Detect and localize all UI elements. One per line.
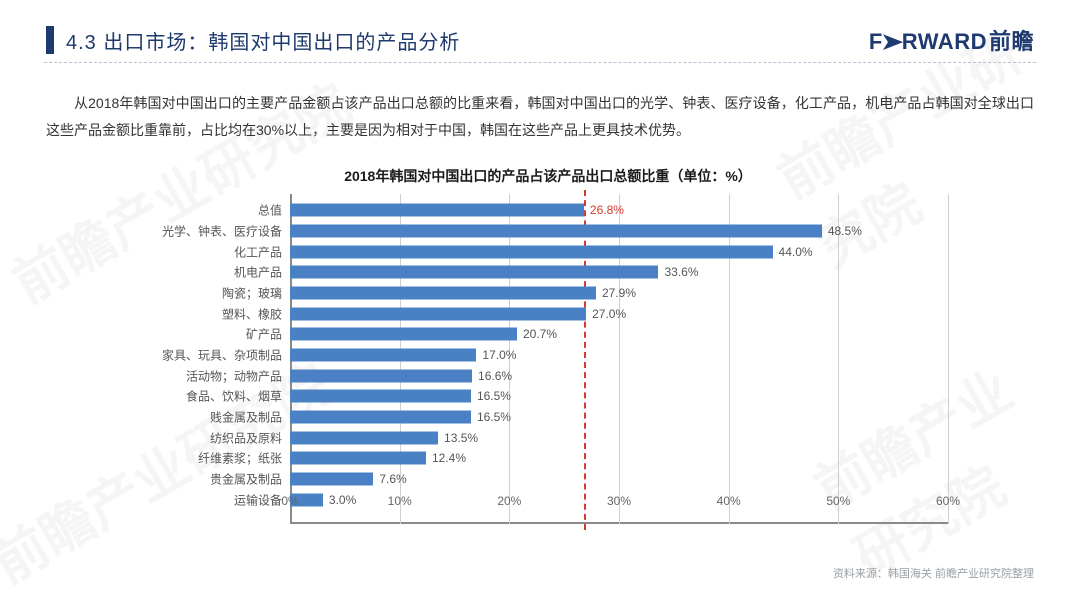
bar-value-label: 20.7% — [523, 327, 557, 341]
chart-bar — [290, 390, 471, 403]
bar-value-label: 12.4% — [432, 451, 466, 465]
page-title: 4.3 出口市场：韩国对中国出口的产品分析 — [66, 26, 460, 55]
chart-bar — [290, 472, 373, 485]
chart-bar — [290, 307, 586, 320]
bar-value-label: 27.0% — [592, 307, 626, 321]
category-label: 光学、钟表、医疗设备 — [162, 222, 282, 239]
body-paragraph: 从2018年韩国对中国出口的主要产品金额占该产品出口总额的比重来看，韩国对中国出… — [46, 90, 1034, 145]
x-tick-label: 20% — [497, 494, 521, 508]
x-tick-label: 10% — [388, 494, 412, 508]
category-label: 食品、饮料、烟草 — [186, 388, 282, 405]
category-label: 矿产品 — [246, 326, 282, 343]
category-label: 家具、玩具、杂项制品 — [162, 346, 282, 363]
bar-value-label: 33.6% — [664, 265, 698, 279]
bar-value-label: 26.8% — [590, 203, 624, 217]
source-citation: 资料来源：韩国海关 前瞻产业研究院整理 — [833, 565, 1034, 581]
x-tick-label: 60% — [936, 494, 960, 508]
x-tick-label: 0% — [281, 494, 298, 508]
bar-value-label: 17.0% — [482, 348, 516, 362]
logo-arrow-icon: ➤ — [881, 29, 904, 55]
chart-gridline — [838, 194, 839, 524]
chart-bar — [290, 431, 438, 444]
category-label: 陶瓷；玻璃 — [222, 284, 282, 301]
category-label: 纤维素浆；纸张 — [198, 450, 282, 467]
chart-bar — [290, 224, 822, 237]
category-label: 运输设备 — [234, 491, 282, 508]
title-accent-bar — [46, 26, 54, 54]
export-share-chart: 2018年韩国对中国出口的产品占该产品出口总额比重（单位：%） 总值光学、钟表、… — [108, 160, 988, 550]
category-label: 化工产品 — [234, 243, 282, 260]
chart-bar — [290, 369, 472, 382]
category-label: 贵金属及制品 — [210, 470, 282, 487]
bar-value-label: 7.6% — [379, 472, 406, 486]
bar-value-label: 27.9% — [602, 286, 636, 300]
x-tick-label: 40% — [717, 494, 741, 508]
category-label: 塑料、橡胶 — [222, 305, 282, 322]
header: 4.3 出口市场：韩国对中国出口的产品分析 F➤RWARD前瞻 — [0, 24, 1080, 56]
section-number: 4.3 — [66, 32, 97, 54]
title-text: 出口市场：韩国对中国出口的产品分析 — [103, 32, 460, 54]
x-tick-label: 30% — [607, 494, 631, 508]
category-label: 机电产品 — [234, 264, 282, 281]
category-label: 贱金属及制品 — [210, 408, 282, 425]
category-label: 活动物；动物产品 — [186, 367, 282, 384]
body-text: 从2018年韩国对中国出口的主要产品金额占该产品出口总额的比重来看，韩国对中国出… — [46, 95, 1034, 138]
chart-bar — [290, 452, 426, 465]
chart-bar — [290, 245, 773, 258]
bar-value-label: 13.5% — [444, 431, 478, 445]
logo-rest: RWARD — [902, 29, 987, 55]
chart-bar — [290, 266, 658, 279]
category-label: 总值 — [258, 202, 282, 219]
chart-bar — [290, 348, 476, 361]
bar-value-label: 16.6% — [478, 369, 512, 383]
bar-value-label: 16.5% — [477, 410, 511, 424]
chart-bar — [290, 204, 584, 217]
chart-bar — [290, 328, 517, 341]
reference-line — [584, 190, 586, 530]
bar-value-label: 44.0% — [779, 245, 813, 259]
logo-cn: 前瞻 — [989, 24, 1034, 56]
chart-gridline — [729, 194, 730, 524]
chart-gridline — [948, 194, 949, 524]
x-tick-label: 50% — [826, 494, 850, 508]
bar-value-label: 48.5% — [828, 224, 862, 238]
chart-bar — [290, 286, 596, 299]
brand-logo: F➤RWARD前瞻 — [869, 24, 1034, 56]
chart-title: 2018年韩国对中国出口的产品占该产品出口总额比重（单位：%） — [108, 166, 988, 186]
header-divider — [44, 62, 1036, 63]
chart-gridline — [619, 194, 620, 524]
bar-value-label: 16.5% — [477, 389, 511, 403]
chart-bar — [290, 410, 471, 423]
category-label: 纺织品及原料 — [210, 429, 282, 446]
chart-plot-area: 总值光学、钟表、医疗设备化工产品机电产品陶瓷；玻璃塑料、橡胶矿产品家具、玩具、杂… — [108, 194, 988, 524]
